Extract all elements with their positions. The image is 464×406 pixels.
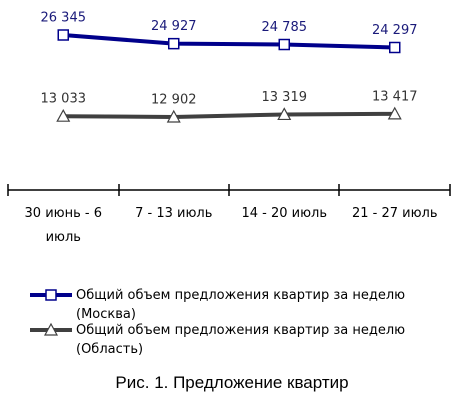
marker <box>278 38 290 51</box>
data-label: 24 297 <box>372 23 418 38</box>
marker <box>45 289 57 301</box>
caption: Рис. 1. Предложение квартир <box>115 373 349 392</box>
data-label: 13 319 <box>262 90 308 105</box>
data-label: 26 345 <box>41 11 87 26</box>
x-axis <box>7 184 451 196</box>
marker <box>43 322 59 336</box>
x-tick-label: 21 - 27 июль <box>351 206 438 221</box>
series: 13 033 12 902 13 319 13 417 <box>41 89 418 123</box>
marker <box>166 109 181 123</box>
series: 26 345 24 927 24 785 24 297 <box>41 11 418 54</box>
data-label: 13 417 <box>372 89 418 104</box>
data-label: 12 902 <box>151 93 197 108</box>
marker <box>168 37 180 50</box>
series-line <box>63 111 395 120</box>
marker <box>387 106 402 120</box>
legend-label: Общий объем предложения квартир за недел… <box>76 323 406 357</box>
x-tick-label: 14 - 20 июль <box>241 206 328 221</box>
x-tick-label: 7 - 13 июль <box>135 206 213 221</box>
marker <box>277 107 292 121</box>
marker <box>389 41 401 54</box>
x-tick-label: 30 июнь - 6 июль <box>24 206 102 245</box>
data-label: 13 033 <box>41 92 87 107</box>
data-label: 24 927 <box>151 19 197 34</box>
series-line <box>63 33 395 50</box>
legend-label: Общий объем предложения квартир за недел… <box>76 288 406 322</box>
marker <box>57 29 69 41</box>
marker <box>56 108 71 122</box>
data-label: 24 785 <box>262 20 308 35</box>
